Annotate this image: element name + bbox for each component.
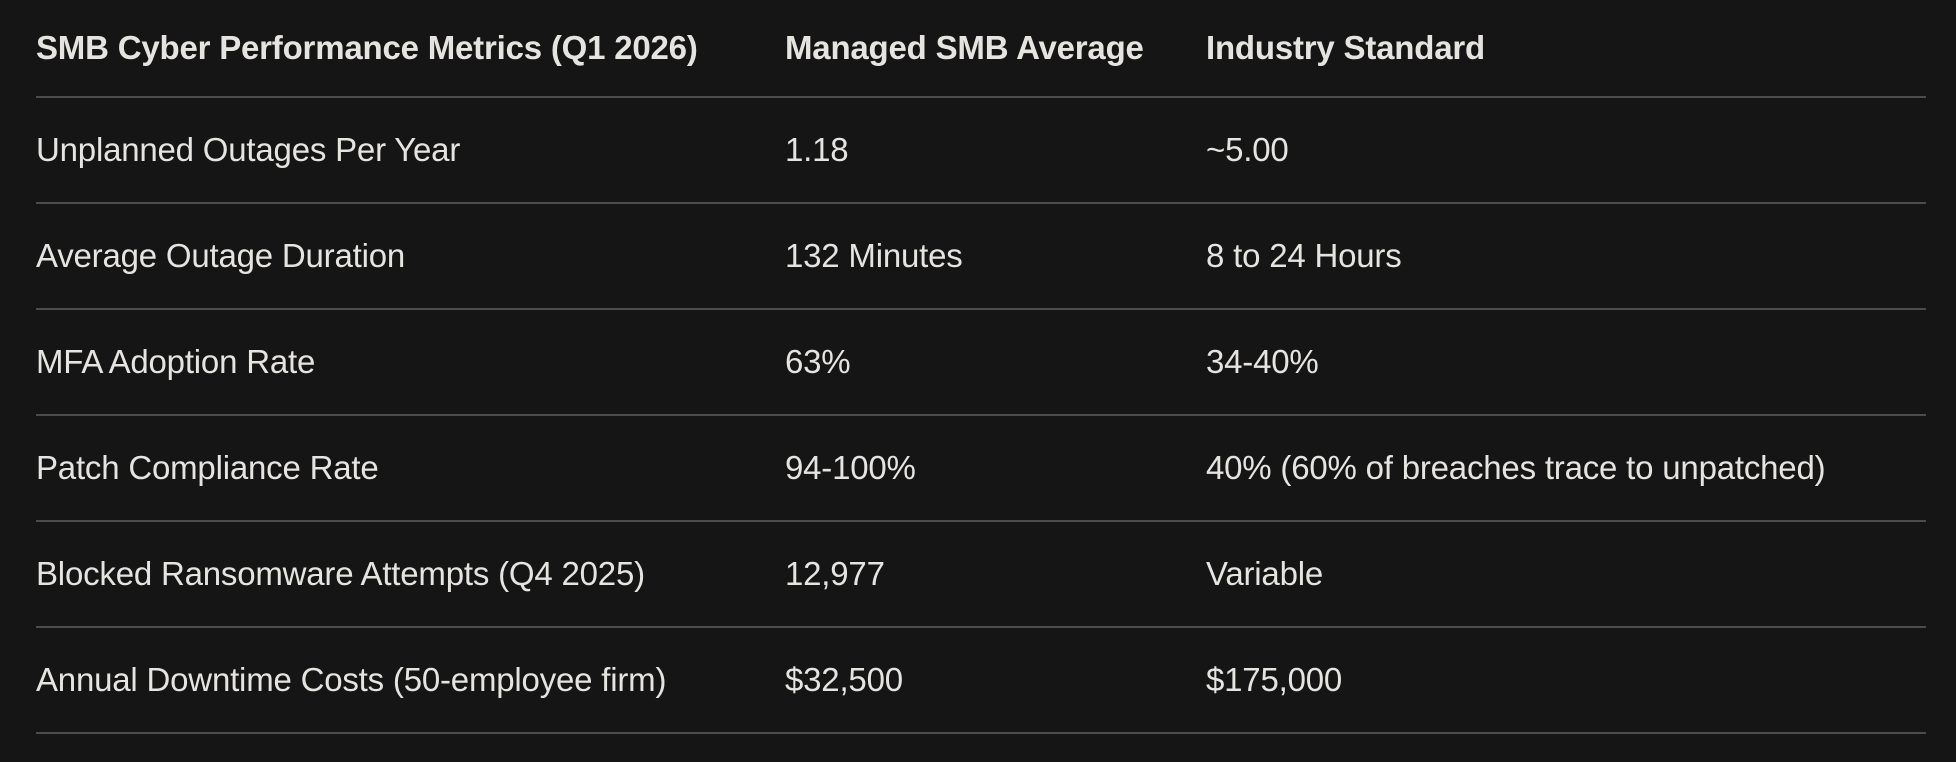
column-header-managed: Managed SMB Average (785, 29, 1144, 66)
column-header-industry: Industry Standard (1206, 29, 1485, 66)
table-row: MFA Adoption Rate 63% 34-40% (36, 310, 1926, 416)
managed-value: $32,500 (785, 661, 903, 698)
table-row: Blocked Ransomware Attempts (Q4 2025) 12… (36, 522, 1926, 628)
metric-label: Patch Compliance Rate (36, 449, 379, 486)
managed-value: 63% (785, 343, 851, 380)
table-row: Annual Downtime Costs (50-employee firm)… (36, 628, 1926, 734)
metrics-table: SMB Cyber Performance Metrics (Q1 2026) … (36, 0, 1926, 734)
industry-value: ~5.00 (1206, 131, 1289, 168)
industry-value: 34-40% (1206, 343, 1319, 380)
metric-label: MFA Adoption Rate (36, 343, 316, 380)
metric-label: Blocked Ransomware Attempts (Q4 2025) (36, 555, 645, 592)
industry-value: $175,000 (1206, 661, 1343, 698)
metric-label: Annual Downtime Costs (50-employee firm) (36, 661, 667, 698)
managed-value: 12,977 (785, 555, 885, 592)
table-header-row: SMB Cyber Performance Metrics (Q1 2026) … (36, 0, 1926, 98)
managed-value: 1.18 (785, 131, 849, 168)
metric-label: Average Outage Duration (36, 237, 406, 274)
industry-value: 40% (60% of breaches trace to unpatched) (1206, 449, 1826, 486)
table-row: Unplanned Outages Per Year 1.18 ~5.00 (36, 98, 1926, 204)
industry-value: Variable (1206, 555, 1324, 592)
column-header-metric: SMB Cyber Performance Metrics (Q1 2026) (36, 29, 698, 66)
managed-value: 94-100% (785, 449, 916, 486)
table-row: Average Outage Duration 132 Minutes 8 to… (36, 204, 1926, 310)
managed-value: 132 Minutes (785, 237, 963, 274)
table-row: Patch Compliance Rate 94-100% 40% (60% o… (36, 416, 1926, 522)
industry-value: 8 to 24 Hours (1206, 237, 1402, 274)
metric-label: Unplanned Outages Per Year (36, 131, 461, 168)
